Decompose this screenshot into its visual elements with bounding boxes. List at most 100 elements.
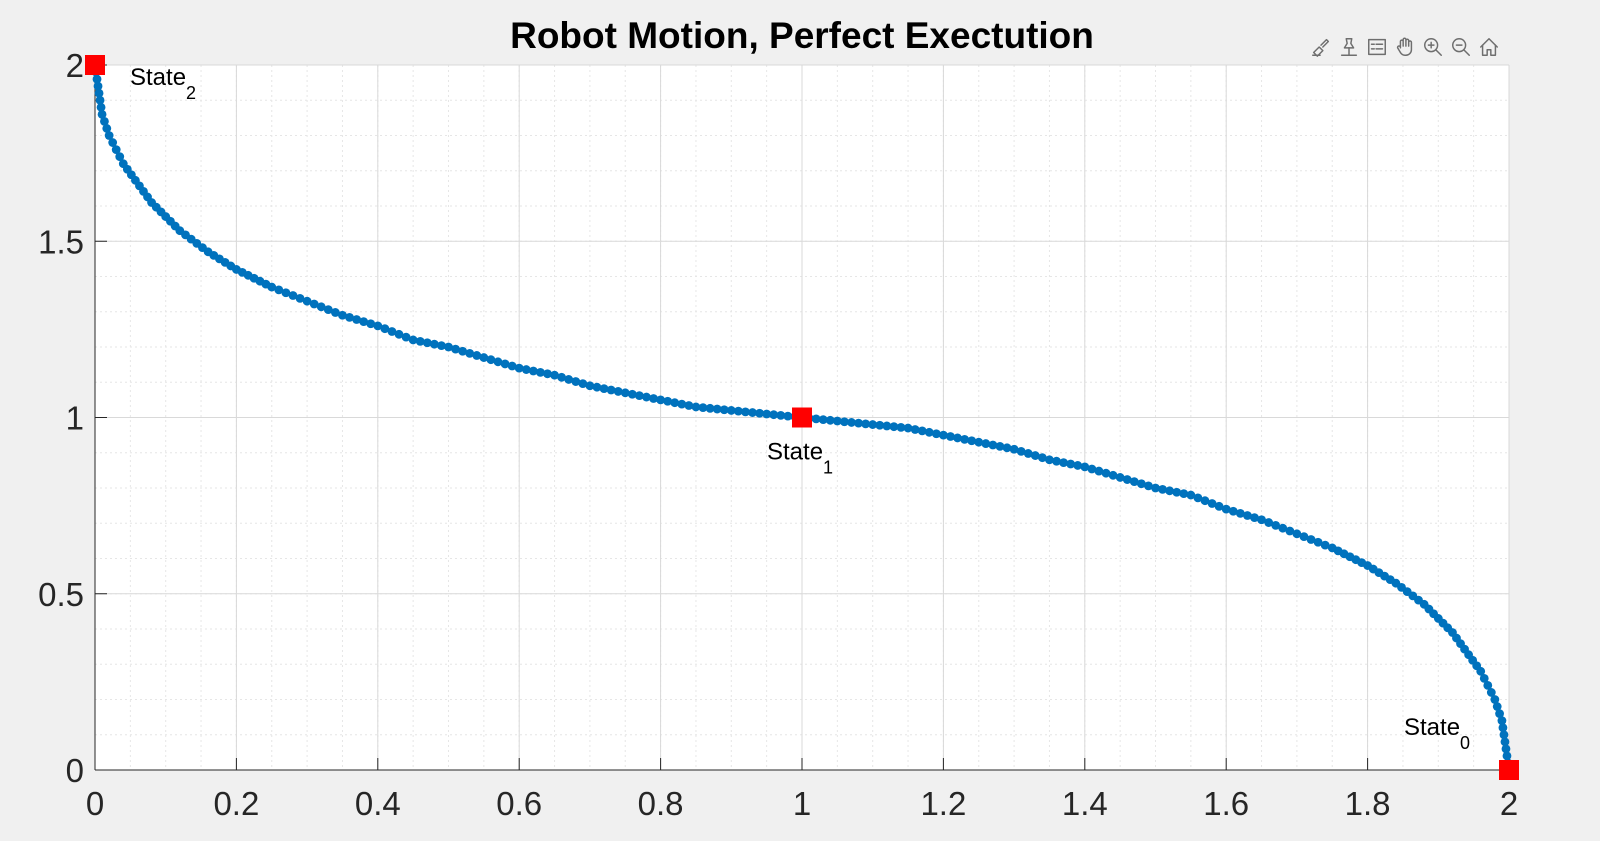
trajectory-point	[1129, 477, 1139, 487]
state-markers	[85, 55, 1519, 780]
trajectory-point	[811, 414, 821, 424]
home-icon[interactable]	[1476, 34, 1502, 60]
trajectory-point	[1207, 499, 1217, 508]
trajectory-point	[366, 319, 376, 329]
trajectory-point	[627, 389, 637, 399]
trajectory-point	[1045, 455, 1054, 465]
trajectory-point	[1278, 523, 1288, 533]
trajectory-point	[359, 317, 369, 327]
trajectory-point	[939, 430, 948, 440]
trajectory-point	[1502, 751, 1512, 761]
x-tick-label: 1.4	[1062, 785, 1108, 822]
trajectory-point	[373, 321, 383, 331]
trajectory-point	[1037, 453, 1047, 463]
trajectory-point	[818, 415, 828, 425]
zoom-out-icon[interactable]	[1448, 34, 1474, 60]
x-tick-label: 2	[1500, 785, 1518, 822]
trajectory-point	[620, 388, 630, 398]
trajectory-point	[95, 95, 105, 105]
trajectory-point	[1257, 515, 1266, 525]
trajectory-point	[96, 102, 106, 112]
trajectory-point	[422, 338, 432, 348]
trajectory-point	[656, 395, 665, 405]
trajectory-point	[1186, 490, 1196, 500]
trajectory-point	[108, 138, 118, 147]
trajectory-point	[1023, 449, 1033, 458]
trajectory-point	[1144, 481, 1153, 491]
y-tick-label: 1.5	[38, 223, 84, 260]
trajectory-point	[401, 332, 411, 342]
trajectory-point	[1136, 479, 1146, 489]
trajectory-point	[479, 353, 489, 362]
trajectory-point	[1498, 723, 1508, 733]
trajectory-point	[988, 440, 998, 450]
state-label: State2	[130, 64, 196, 103]
trajectory-point	[953, 433, 962, 443]
trajectory-point	[875, 420, 885, 430]
trajectory-point	[776, 410, 786, 420]
trajectory-point	[861, 419, 871, 429]
trajectory-point	[352, 315, 361, 324]
trajectory-point	[981, 439, 991, 448]
trajectory-point	[1490, 695, 1500, 704]
trajectory-point	[1495, 709, 1504, 718]
trajectory-point	[472, 351, 482, 360]
trajectory-point	[613, 387, 623, 396]
trajectory-point	[698, 403, 708, 413]
trajectory-point	[330, 308, 340, 317]
y-tick-labels: 0 0.5 1 1.5 2	[38, 47, 84, 789]
state-label-subscript: 0	[1460, 733, 1470, 753]
trajectory-point	[444, 342, 453, 352]
trajectory-point	[1250, 513, 1259, 523]
trajectory-point	[684, 401, 694, 410]
trajectory-point	[1030, 451, 1040, 460]
trajectory-point	[408, 335, 418, 345]
trajectory-point	[1066, 459, 1076, 469]
y-tick-label: 0	[66, 752, 84, 789]
state-marker	[85, 55, 105, 75]
trajectory-point	[380, 324, 390, 334]
trajectory-point	[309, 299, 319, 309]
trajectory-point	[557, 372, 567, 382]
trajectory-point	[94, 88, 104, 98]
trajectory-point	[1172, 487, 1182, 497]
trajectory-point	[571, 377, 581, 386]
trajectory-point	[274, 285, 284, 295]
datatip-icon[interactable]	[1336, 34, 1362, 60]
trajectory-point	[111, 145, 121, 155]
trajectory-point	[465, 348, 475, 358]
trajectory-point	[868, 420, 878, 429]
trajectory-point	[1101, 468, 1111, 478]
trajectory-point	[1052, 456, 1061, 466]
axes-toolbar	[1308, 34, 1502, 60]
legend-icon[interactable]	[1364, 34, 1390, 60]
trajectory-point	[741, 407, 750, 417]
trajectory-point	[1080, 462, 1090, 472]
pan-icon[interactable]	[1392, 34, 1418, 60]
trajectory-point	[1235, 508, 1245, 518]
trajectory-point	[115, 152, 125, 162]
trajectory-point	[521, 365, 531, 374]
trajectory-point	[1313, 537, 1323, 547]
trajectory-point	[429, 339, 439, 349]
trajectory-point	[288, 291, 298, 300]
trajectory-point	[1087, 464, 1097, 474]
trajectory-point	[642, 392, 651, 402]
trajectory-point	[543, 369, 552, 379]
state-label: State0	[1404, 714, 1470, 753]
trajectory-point	[1200, 496, 1210, 506]
trajectory-point	[1299, 532, 1309, 542]
trajectory-point	[295, 293, 305, 303]
trajectory-point	[995, 442, 1005, 451]
trajectory-point	[691, 402, 701, 412]
trajectory-point	[104, 131, 114, 140]
trajectory-point	[649, 394, 658, 403]
trajectory-point	[323, 305, 333, 315]
trajectory-point	[1320, 540, 1330, 550]
chart-title: Robot Motion, Perfect Exectution	[510, 15, 1094, 56]
brush-icon[interactable]	[1308, 34, 1334, 60]
trajectory-point	[1214, 501, 1224, 511]
trajectory-point	[1002, 443, 1012, 453]
zoom-in-icon[interactable]	[1420, 34, 1446, 60]
